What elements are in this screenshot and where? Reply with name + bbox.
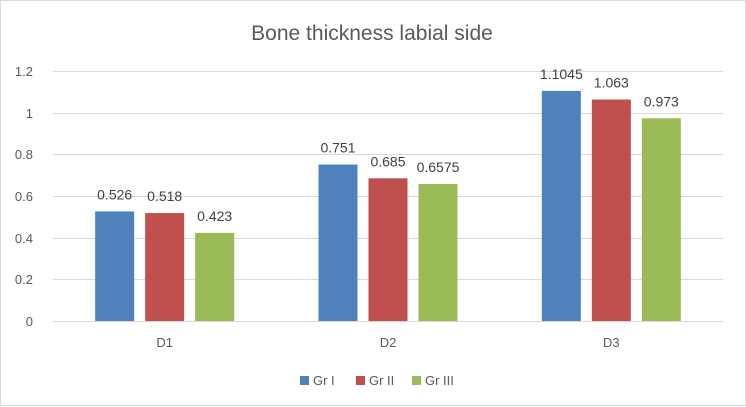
bar-d2-series-1 bbox=[318, 164, 358, 321]
bar-d3-series-3 bbox=[641, 118, 681, 322]
x-tick-label: D2 bbox=[380, 335, 397, 350]
bar-d1-series-1 bbox=[95, 211, 135, 321]
bar-d3-series-2 bbox=[591, 99, 631, 322]
bar-d1-series-2 bbox=[145, 213, 185, 321]
x-tick-label: D3 bbox=[603, 335, 620, 350]
y-tick-label: 0.2 bbox=[15, 272, 33, 287]
data-labels: 0.526 0.518 0.423 0.751 0.685 0.6575 1.1045 1.0… bbox=[97, 66, 679, 224]
data-label: 0.518 bbox=[147, 188, 182, 204]
legend-swatch bbox=[412, 376, 421, 385]
data-label: 1.1045 bbox=[540, 66, 583, 82]
data-label: 0.973 bbox=[644, 93, 679, 109]
legend-swatch bbox=[356, 376, 365, 385]
chart-title: Bone thickness labial side bbox=[251, 22, 493, 45]
data-label: 1.063 bbox=[594, 75, 629, 91]
data-label: 0.6575 bbox=[417, 159, 460, 175]
y-axis-ticks: 0 0.2 0.4 0.6 0.8 1 1.2 bbox=[15, 64, 33, 329]
bar-d1-series-3 bbox=[195, 232, 235, 321]
legend-label: Gr III bbox=[425, 373, 454, 388]
y-tick-label: 0.4 bbox=[15, 231, 33, 246]
bars bbox=[95, 90, 681, 322]
data-label: 0.685 bbox=[370, 153, 405, 169]
legend: Gr I Gr II Gr III bbox=[300, 373, 454, 388]
y-tick-label: 0.6 bbox=[15, 189, 33, 204]
x-tick-label: D1 bbox=[156, 335, 173, 350]
y-tick-label: 0.8 bbox=[15, 147, 33, 162]
data-label: 0.526 bbox=[97, 186, 132, 202]
data-label: 0.751 bbox=[320, 140, 355, 156]
y-tick-label: 0 bbox=[26, 314, 33, 329]
data-label: 0.423 bbox=[197, 208, 232, 224]
legend-swatch bbox=[300, 376, 309, 385]
bar-d3-series-1 bbox=[541, 90, 581, 321]
legend-label: Gr I bbox=[313, 373, 335, 388]
bar-d2-series-2 bbox=[368, 178, 408, 321]
y-tick-label: 1.2 bbox=[15, 64, 33, 79]
y-tick-label: 1 bbox=[26, 106, 33, 121]
x-axis-ticks: D1 D2 D3 bbox=[156, 335, 619, 350]
bar-d2-series-3 bbox=[418, 184, 458, 321]
legend-label: Gr II bbox=[369, 373, 394, 388]
